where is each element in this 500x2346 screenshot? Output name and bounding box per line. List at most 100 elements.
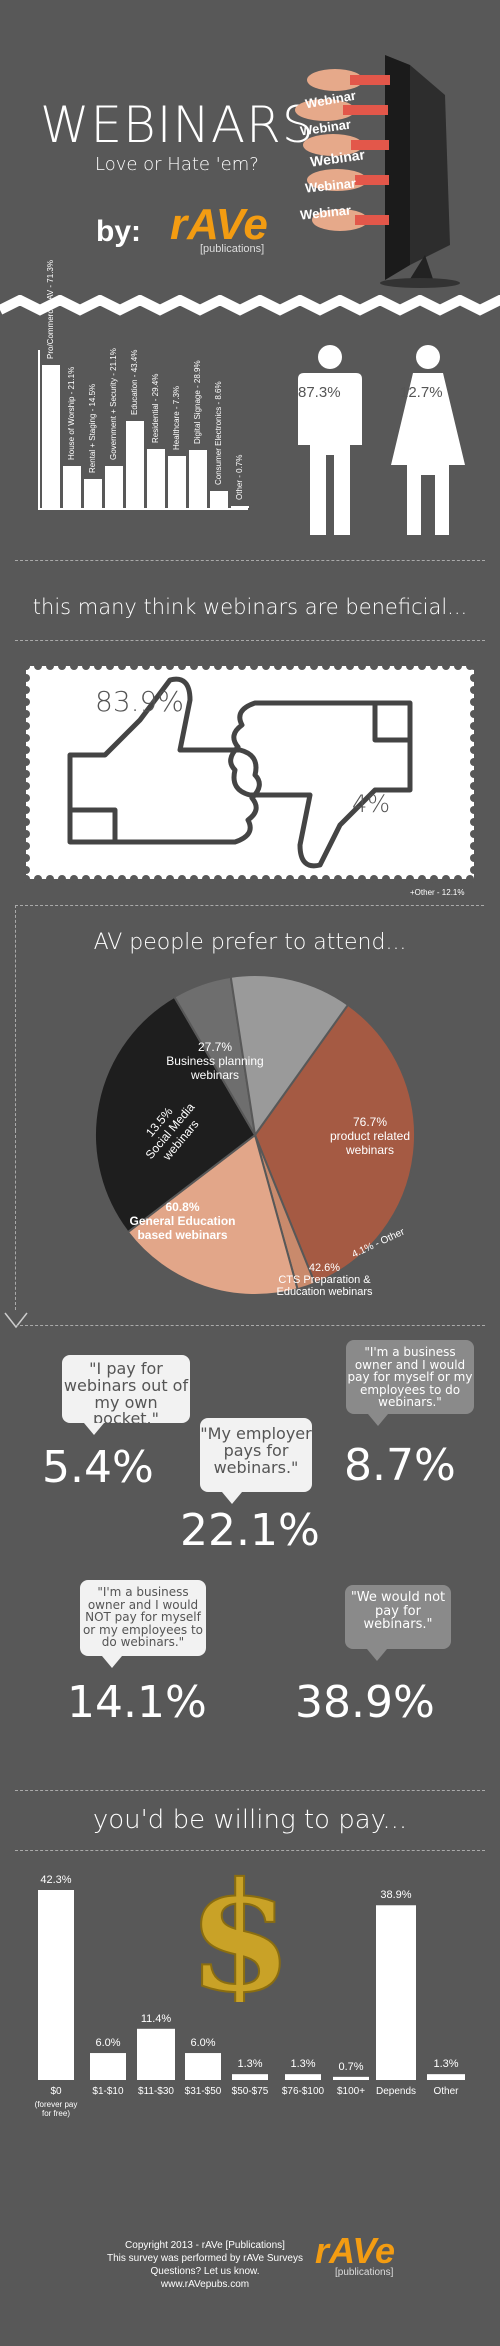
perforation xyxy=(94,662,102,670)
bubble-employer: "My employer pays for webinars." xyxy=(200,1418,312,1504)
perforation xyxy=(382,875,390,883)
pay-bar-value: 38.9% xyxy=(380,1889,412,1902)
perforation xyxy=(106,875,114,883)
prefer-title: AV people prefer to attend... xyxy=(93,930,407,955)
perforation xyxy=(286,875,294,883)
pay-bar xyxy=(376,1905,416,2080)
perforation xyxy=(130,875,138,883)
perforation xyxy=(470,794,478,802)
perforation xyxy=(310,662,318,670)
segment-bar xyxy=(63,465,81,508)
perforation xyxy=(310,875,318,883)
perforation xyxy=(118,875,126,883)
segment-bar-label: Digital Signage - 28.9% xyxy=(193,360,202,445)
pie-label-general-text: General Education based webinars xyxy=(129,1214,236,1242)
perforation xyxy=(406,875,414,883)
segment-bar-label: Other - 0.7% xyxy=(235,454,244,500)
perforation xyxy=(34,875,42,883)
perforation xyxy=(46,875,54,883)
pay-bar-category: $31-$50 xyxy=(184,2086,222,2097)
perforation xyxy=(406,662,414,670)
segment-bar-label: Government + Security - 21.1% xyxy=(109,347,118,460)
header-logo: rAVe xyxy=(170,200,268,249)
perforation xyxy=(70,875,78,883)
perforation xyxy=(22,674,30,682)
male-icon xyxy=(298,345,362,535)
pie-label-product-pct: 76.7% xyxy=(352,1115,388,1129)
pay-bar-category: $50-$75 xyxy=(231,2086,269,2097)
footer-logo-sub: [publications] xyxy=(335,2267,394,2278)
perforation xyxy=(214,662,222,670)
perforation xyxy=(226,662,234,670)
perforation xyxy=(274,662,282,670)
pay-bar xyxy=(232,2074,268,2080)
perforation xyxy=(470,854,478,862)
segment-bar-label: Rental + Staging - 14.5% xyxy=(88,383,97,473)
perforation xyxy=(322,662,330,670)
perforation xyxy=(370,662,378,670)
divider-dashed xyxy=(15,560,485,561)
svg-text:$: $ xyxy=(188,1862,292,2002)
footer: Copyright 2013 - rAVe [Publications] Thi… xyxy=(0,2230,500,2325)
perforation xyxy=(22,698,30,706)
female-icon xyxy=(391,345,465,535)
perforation xyxy=(470,782,478,790)
perforation xyxy=(58,662,66,670)
segments-axis xyxy=(38,350,40,510)
pay-bar-value: 1.3% xyxy=(290,2058,316,2071)
footer-line2: This survey was performed by rAVe Survey… xyxy=(107,2253,303,2264)
perforation xyxy=(470,770,478,778)
female-pct: 12.7% xyxy=(400,384,443,401)
pie-slice xyxy=(229,974,350,1138)
monitor-hands-illustration xyxy=(295,55,460,288)
pie-label-cts-text: CTS Preparation & Education webinars xyxy=(276,1274,373,1298)
pie-slice xyxy=(94,995,257,1234)
perforation xyxy=(470,698,478,706)
pay-bar xyxy=(38,1890,74,2080)
perforation xyxy=(470,806,478,814)
segment-bar xyxy=(105,465,123,508)
pay-bar-category: $76-$100 xyxy=(281,2086,325,2097)
perforation xyxy=(22,710,30,718)
perforation xyxy=(274,875,282,883)
pie-frame-lower xyxy=(15,1130,17,1310)
perforation xyxy=(22,734,30,742)
perforation xyxy=(394,875,402,883)
perforation xyxy=(22,782,30,790)
footer-link[interactable]: www.rAVepubs.com xyxy=(160,2279,250,2290)
perforation xyxy=(418,662,426,670)
pay-bar xyxy=(137,2028,175,2080)
perforation xyxy=(470,866,478,874)
segment-bar-label: Pro/Commercial AV - 71.3% xyxy=(46,260,55,360)
perforation xyxy=(34,662,42,670)
pay-bar xyxy=(185,2053,221,2080)
perforation xyxy=(238,875,246,883)
perforation xyxy=(22,854,30,862)
pay-bar-category: Other xyxy=(433,2086,459,2097)
perforation xyxy=(470,662,478,670)
pay-bar-category: $100+ xyxy=(336,2086,366,2097)
pie-label-cts-pct: 42.6% xyxy=(308,1262,341,1274)
perforation xyxy=(334,875,342,883)
perforation xyxy=(470,710,478,718)
perforation xyxy=(226,875,234,883)
perforation xyxy=(70,662,78,670)
header-subtitle: Love or Hate 'em? xyxy=(95,154,259,175)
male-pct: 87.3% xyxy=(298,384,341,401)
perforation xyxy=(202,875,210,883)
beneficial-title: this many think webinars are beneficial.… xyxy=(32,595,468,619)
perforation xyxy=(94,875,102,883)
pay-bar-value: 1.3% xyxy=(237,2058,263,2071)
pie-label-business-pct: 27.7% xyxy=(197,1040,233,1054)
perforation xyxy=(190,662,198,670)
perforation xyxy=(298,875,306,883)
perforation xyxy=(22,794,30,802)
thumbs-down-pct: 4% xyxy=(352,790,391,818)
payer-divider xyxy=(15,1325,485,1326)
perforation xyxy=(202,662,210,670)
perforation xyxy=(470,758,478,766)
perforation xyxy=(22,686,30,694)
perforation xyxy=(142,662,150,670)
pay-bar xyxy=(333,2076,369,2080)
segment-bar xyxy=(126,421,144,508)
